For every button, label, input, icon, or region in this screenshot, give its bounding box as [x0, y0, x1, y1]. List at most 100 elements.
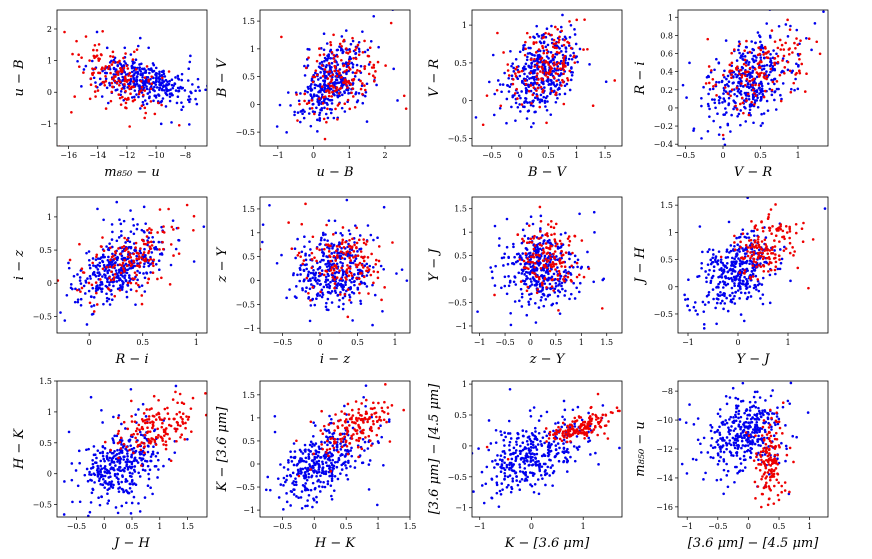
red-series-point	[321, 102, 325, 105]
blue-series-point	[547, 57, 550, 60]
blue-series-point	[537, 34, 540, 38]
blue-series-point	[574, 42, 578, 46]
red-series-point	[342, 246, 346, 249]
red-series-point	[329, 80, 333, 83]
blue-series-point	[339, 290, 342, 294]
blue-series-point	[120, 229, 123, 233]
red-series-point	[524, 40, 527, 44]
blue-series-point	[129, 79, 133, 83]
red-series-point	[111, 77, 114, 81]
red-series-point	[562, 80, 565, 84]
blue-series-point	[125, 479, 129, 483]
red-series-point	[320, 64, 324, 67]
red-series-point	[333, 66, 337, 69]
red-series-point	[789, 90, 793, 94]
blue-series-point	[133, 72, 136, 75]
red-series-point	[541, 71, 545, 74]
red-series-point	[156, 277, 159, 281]
blue-series-point	[309, 248, 312, 251]
red-series-point	[356, 69, 359, 72]
red-series-point	[749, 246, 752, 249]
blue-series-point	[115, 88, 119, 91]
blue-series-point	[715, 322, 718, 326]
blue-series-point	[123, 276, 126, 280]
red-series-point	[336, 118, 339, 121]
red-series-point	[575, 261, 579, 265]
blue-series-point	[67, 266, 71, 270]
red-series-point	[143, 106, 147, 110]
blue-series-point	[563, 294, 566, 297]
blue-series-point	[322, 70, 326, 73]
blue-series-point	[759, 56, 763, 59]
blue-series-point	[531, 75, 535, 79]
blue-series-point	[330, 252, 333, 255]
red-series-point	[90, 283, 94, 287]
y-tick-label: 0.5	[454, 252, 467, 261]
red-series-point	[118, 96, 122, 100]
blue-series-point	[132, 468, 136, 472]
blue-series-point	[552, 83, 556, 86]
red-series-point	[546, 71, 550, 75]
blue-series-point	[134, 413, 137, 416]
red-series-point	[154, 418, 158, 421]
red-series-point	[123, 76, 127, 80]
blue-series-point	[147, 96, 151, 100]
red-series-point	[338, 269, 341, 273]
blue-series-point	[128, 486, 132, 490]
blue-series-point	[120, 443, 123, 446]
blue-series-point	[120, 288, 124, 291]
red-series-point	[333, 69, 336, 73]
blue-series-point	[116, 287, 120, 291]
red-series-point	[757, 75, 761, 78]
blue-series-point	[765, 63, 769, 67]
blue-series-point	[565, 82, 569, 86]
red-series-point	[794, 73, 797, 76]
blue-series-point	[711, 248, 715, 252]
blue-series-point	[762, 67, 766, 71]
blue-series-point	[114, 73, 118, 76]
blue-series-point	[719, 290, 722, 294]
red-series-point	[730, 51, 733, 55]
red-series-point	[129, 92, 132, 95]
blue-series-point	[686, 297, 690, 301]
red-series-point	[722, 73, 725, 77]
blue-series-point	[88, 470, 91, 474]
red-series-point	[119, 271, 123, 275]
blue-series-point	[110, 457, 114, 460]
red-series-point	[540, 56, 544, 60]
blue-series-point	[261, 240, 264, 244]
blue-series-point	[346, 89, 350, 92]
red-series-point	[759, 48, 763, 52]
blue-series-point	[96, 284, 99, 287]
red-series-point	[103, 83, 107, 87]
red-series-point	[311, 75, 315, 79]
red-series-point	[185, 203, 189, 207]
blue-series-point	[351, 39, 355, 43]
y-axis-label: Y − J	[427, 248, 442, 282]
blue-series-point	[526, 271, 530, 274]
red-series-point	[139, 261, 142, 265]
blue-series-point	[111, 451, 115, 455]
red-series-point	[82, 71, 85, 74]
red-series-point	[557, 61, 560, 65]
blue-series-point	[91, 487, 94, 491]
red-series-point	[127, 74, 130, 77]
red-series-point	[347, 66, 351, 69]
blue-series-point	[121, 75, 124, 79]
blue-series-point	[331, 82, 335, 85]
x-tick-label: 0	[311, 151, 316, 160]
red-series-point	[527, 224, 531, 227]
red-series-point	[346, 315, 350, 319]
red-series-point	[350, 274, 354, 277]
blue-series-point	[91, 286, 95, 290]
blue-series-point	[92, 304, 96, 307]
blue-series-point	[579, 267, 583, 270]
points-group	[58, 29, 207, 146]
red-series-point	[739, 68, 742, 72]
blue-series-point	[523, 105, 526, 109]
red-series-point	[362, 266, 365, 269]
blue-series-point	[323, 87, 327, 90]
red-series-point	[149, 240, 153, 244]
red-series-point	[554, 244, 557, 248]
blue-series-point	[311, 297, 315, 301]
